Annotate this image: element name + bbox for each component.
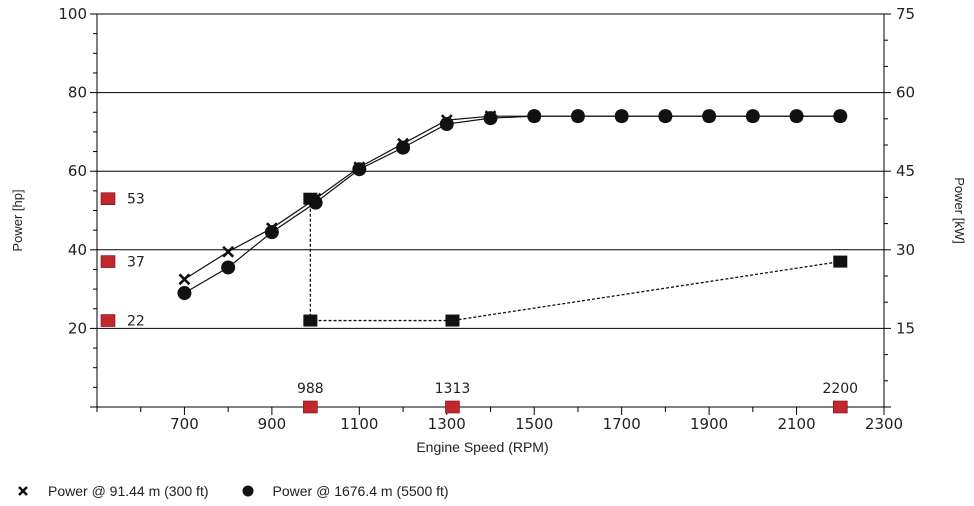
y-right-tick-label-1: 30 <box>896 241 915 259</box>
legend-item-2[interactable]: Power @ 1676.4 m (5500 ft) <box>241 483 449 499</box>
series-2-point-9 <box>570 109 585 124</box>
series-2-point-0 <box>177 286 192 301</box>
x-marker-label-1: 1313 <box>435 381 471 397</box>
circle-marker-icon <box>242 485 254 497</box>
series-2-point-4 <box>352 162 367 177</box>
x-marker-label-0: 988 <box>297 381 324 397</box>
legend: Power @ 91.44 m (300 ft) Power @ 1676.4 … <box>16 483 481 499</box>
x-tick-label-3: 1300 <box>428 415 466 433</box>
legend-label-1: Power @ 91.44 m (300 ft) <box>48 483 209 499</box>
series-1-point-1 <box>222 245 235 258</box>
x-tick-label-1: 900 <box>258 415 287 433</box>
y-axis-title-right: Power [kW] <box>952 177 967 243</box>
series-2-point-2 <box>264 225 279 240</box>
y-marker-2 <box>100 314 116 327</box>
y-left-tick-label-4: 100 <box>58 5 87 23</box>
y-right-tick-label-4: 75 <box>896 5 915 23</box>
series-1-point-0 <box>178 273 191 286</box>
y-right-tick-label-0: 15 <box>896 319 915 337</box>
y-right-tick-label-3: 60 <box>896 84 915 102</box>
y-right-tick-label-2: 45 <box>896 162 915 180</box>
series-2-point-1 <box>221 260 236 275</box>
x-marker-1 <box>445 400 460 414</box>
y-left-tick-label-1: 40 <box>68 241 87 259</box>
series-2-line <box>184 115 841 294</box>
x-marker-icon <box>18 486 28 496</box>
y-marker-label-0: 53 <box>127 192 145 208</box>
y-marker-0 <box>100 192 116 206</box>
series-1-point-0-stroke-b <box>178 273 191 286</box>
x-axis-title: Engine Speed (RPM) <box>416 439 548 455</box>
x-marker-0 <box>303 400 318 414</box>
x-marker-2 <box>832 400 848 414</box>
y-left-tick-label-3: 80 <box>68 84 87 102</box>
series-2-point-5 <box>396 140 411 155</box>
series-2-point-6 <box>439 117 454 132</box>
dashed-reference-line <box>309 198 841 322</box>
series-1-point-1-stroke-b <box>222 245 235 258</box>
x-marker-label-2: 2200 <box>822 381 858 397</box>
y-marker-label-2: 22 <box>127 314 145 330</box>
x-tick-label-2: 1100 <box>340 415 378 433</box>
x-tick-label-7: 2100 <box>777 415 815 433</box>
y-left-tick-label-0: 20 <box>68 319 87 337</box>
series-2-point-3 <box>308 195 323 210</box>
dashed-point-1 <box>303 314 318 327</box>
legend-label-2: Power @ 1676.4 m (5500 ft) <box>272 483 449 499</box>
chart: 20 40 60 80 100 15 30 45 60 75 700 900 1100 1300 1500 1… <box>10 5 967 455</box>
series-2-point-15 <box>833 109 848 124</box>
series-2-point-10 <box>614 109 629 124</box>
x-tick-label-8: 2300 <box>865 415 903 433</box>
series-2-point-14 <box>789 109 804 124</box>
dashed-point-3 <box>833 255 848 268</box>
x-tick-label-5: 1700 <box>603 415 641 433</box>
x-tick-label-0: 700 <box>170 415 199 433</box>
y-left-tick-label-2: 60 <box>68 162 87 180</box>
series-2-point-8 <box>527 109 542 124</box>
x-tick-label-6: 1900 <box>690 415 728 433</box>
series-2-point-11 <box>658 109 673 124</box>
dashed-point-2 <box>445 314 460 327</box>
series-2-point-13 <box>745 109 760 124</box>
y-axis-title-left: Power [hp] <box>10 189 25 251</box>
series-2-point-7 <box>483 111 498 126</box>
series-1-line <box>184 115 841 280</box>
legend-item-1[interactable]: Power @ 91.44 m (300 ft) <box>16 483 209 499</box>
y-marker-1 <box>100 255 116 268</box>
y-marker-label-1: 37 <box>127 255 145 271</box>
series-2-point-12 <box>702 109 717 124</box>
x-tick-label-4: 1500 <box>515 415 553 433</box>
